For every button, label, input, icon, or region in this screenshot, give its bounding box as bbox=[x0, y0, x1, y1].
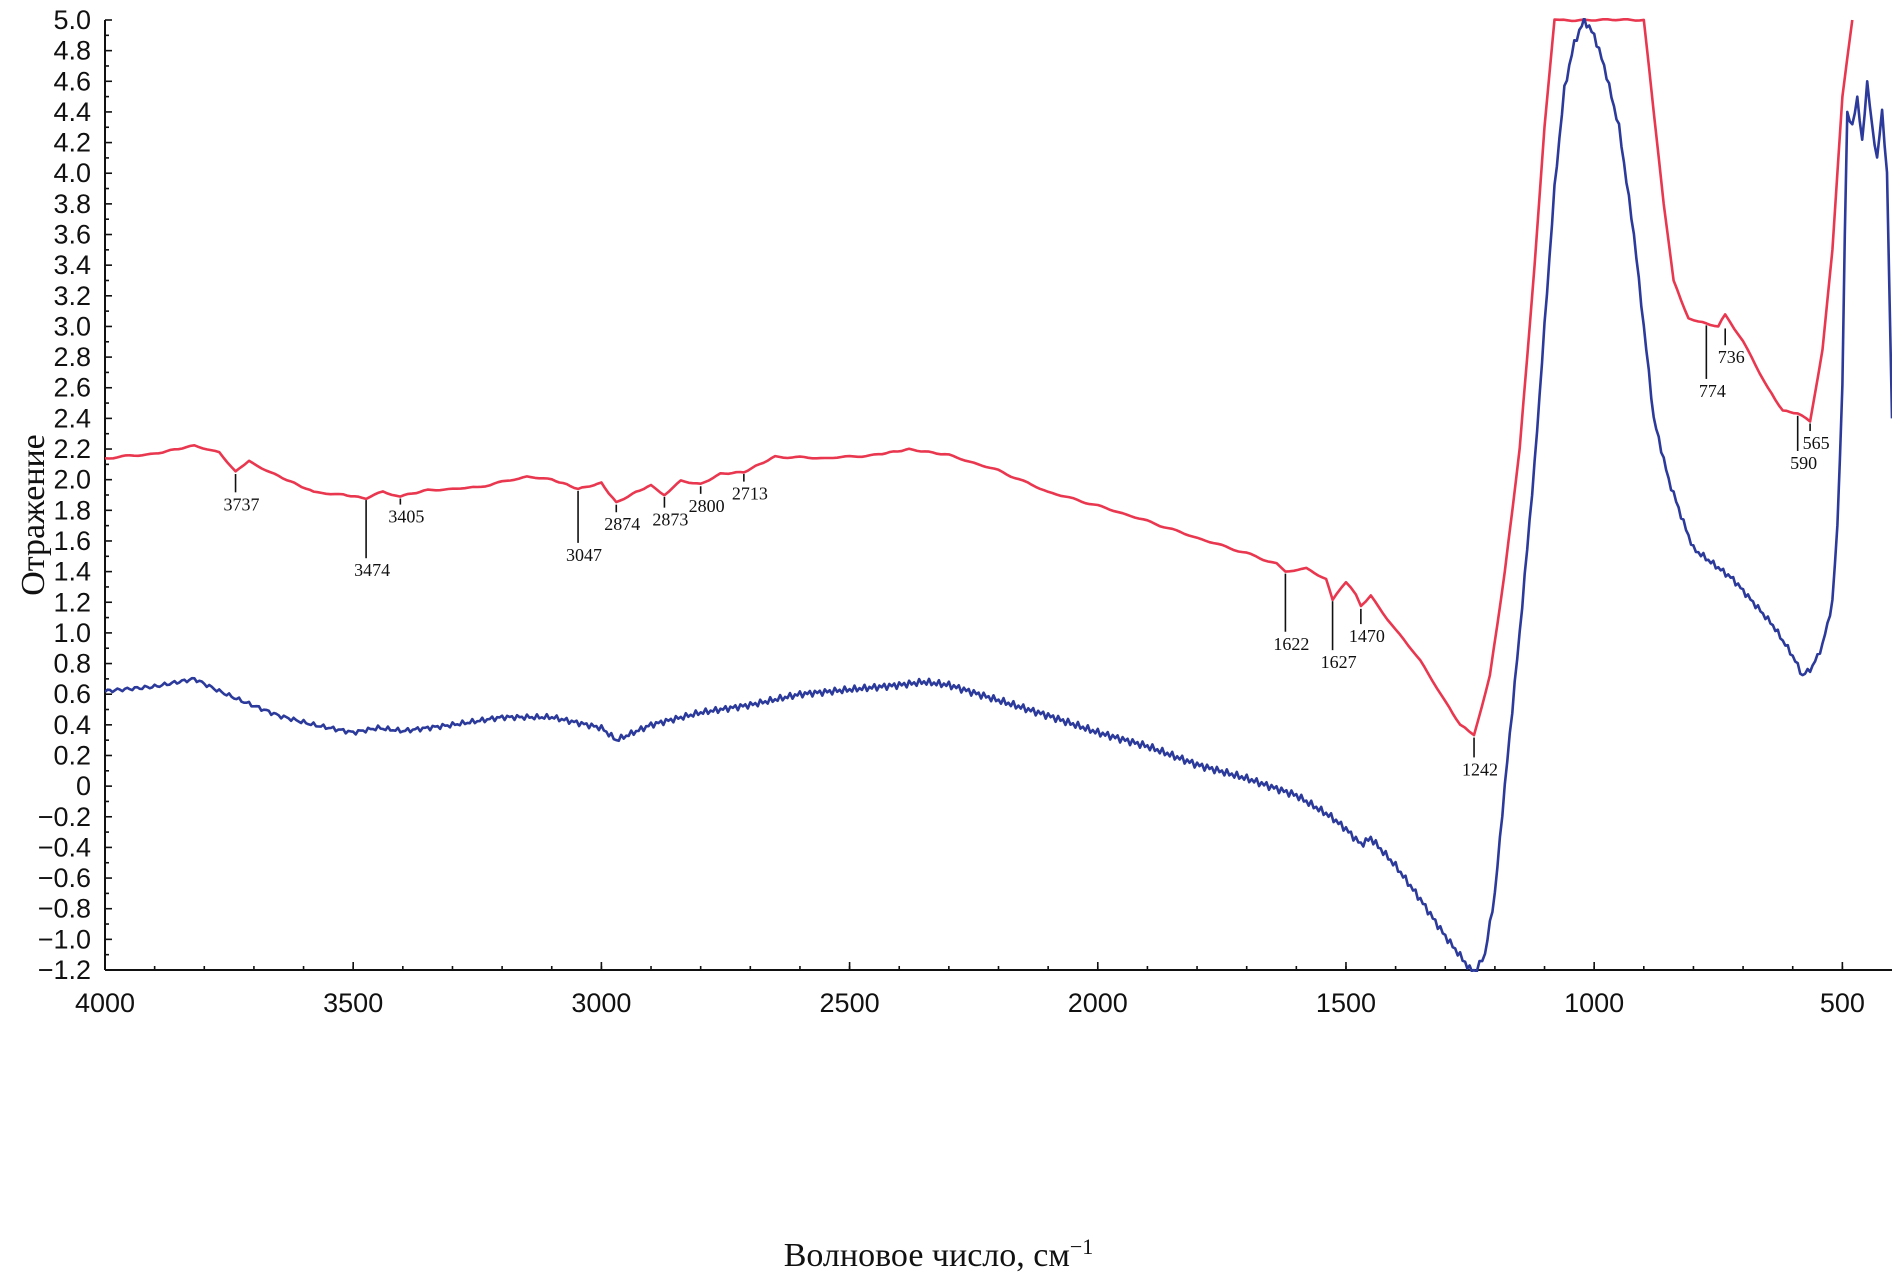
x-tick-label: 1000 bbox=[1564, 988, 1624, 1018]
y-tick-label: 2.4 bbox=[53, 403, 91, 433]
y-tick-label: 0 bbox=[76, 771, 91, 801]
y-tick-label: 5.0 bbox=[53, 5, 91, 35]
y-tick-label: 0.6 bbox=[53, 679, 91, 709]
annotation-label-590: 590 bbox=[1790, 453, 1817, 473]
annotation-label-3405: 3405 bbox=[388, 507, 424, 527]
y-tick-label: −0.2 bbox=[38, 802, 91, 832]
annotation-label-3047: 3047 bbox=[566, 545, 602, 565]
y-tick-label: 2.6 bbox=[53, 373, 91, 403]
y-tick-label: 4.6 bbox=[53, 66, 91, 96]
y-tick-label: 1.4 bbox=[53, 557, 91, 587]
y-tick-label: −0.6 bbox=[38, 863, 91, 893]
x-tick-label: 1500 bbox=[1316, 988, 1376, 1018]
y-tick-label: −1.2 bbox=[38, 955, 91, 985]
y-tick-label: 1.6 bbox=[53, 526, 91, 556]
y-tick-label: 1.8 bbox=[53, 495, 91, 525]
x-axis-title-text: Волновое число, см bbox=[784, 1237, 1070, 1274]
y-tick-label: 3.2 bbox=[53, 281, 91, 311]
x-tick-label: 500 bbox=[1820, 988, 1865, 1018]
y-tick-label: −0.8 bbox=[38, 894, 91, 924]
x-tick-label: 3000 bbox=[571, 988, 631, 1018]
series-line-red bbox=[105, 18, 1854, 737]
y-tick-label: 4.8 bbox=[53, 36, 91, 66]
annotation-label-736: 736 bbox=[1718, 347, 1745, 367]
axes: 5.04.84.64.44.24.03.83.63.43.23.02.82.62… bbox=[38, 5, 1892, 1018]
y-tick-label: −0.4 bbox=[38, 832, 91, 862]
y-axis-title: Отражение bbox=[15, 434, 52, 596]
annotation-label-3737: 3737 bbox=[224, 494, 260, 514]
y-tick-label: −1.0 bbox=[38, 924, 91, 954]
x-tick-label: 4000 bbox=[75, 988, 135, 1018]
annotation-label-774: 774 bbox=[1699, 381, 1726, 401]
y-tick-label: 2.0 bbox=[53, 465, 91, 495]
y-tick-label: 1.2 bbox=[53, 587, 91, 617]
annotation-label-2873: 2873 bbox=[652, 510, 688, 530]
annotation-label-565: 565 bbox=[1803, 433, 1830, 453]
series-layer bbox=[105, 18, 1892, 972]
y-tick-label: 4.4 bbox=[53, 97, 91, 127]
y-tick-label: 4.2 bbox=[53, 128, 91, 158]
x-axis-title: Волновое число, см−1 bbox=[784, 1234, 1094, 1275]
y-tick-label: 3.8 bbox=[53, 189, 91, 219]
annotation-label-1242: 1242 bbox=[1462, 759, 1498, 779]
annotation-label-3474: 3474 bbox=[354, 560, 390, 580]
y-tick-label: 2.2 bbox=[53, 434, 91, 464]
series-line-blue bbox=[105, 18, 1892, 972]
x-tick-label: 2000 bbox=[1068, 988, 1128, 1018]
y-tick-label: 1.0 bbox=[53, 618, 91, 648]
annotation-label-2713: 2713 bbox=[732, 484, 768, 504]
y-tick-label: 4.0 bbox=[53, 158, 91, 188]
y-tick-label: 2.8 bbox=[53, 342, 91, 372]
x-axis-title-superscript: −1 bbox=[1070, 1234, 1093, 1259]
y-tick-label: 0.8 bbox=[53, 649, 91, 679]
y-tick-label: 0.4 bbox=[53, 710, 91, 740]
annotation-label-1622: 1622 bbox=[1273, 634, 1309, 654]
annotation-label-1470: 1470 bbox=[1349, 626, 1385, 646]
y-tick-label: 3.0 bbox=[53, 311, 91, 341]
y-tick-label: 3.6 bbox=[53, 220, 91, 250]
annotation-label-1627: 1627 bbox=[1321, 652, 1357, 672]
x-tick-label: 3500 bbox=[323, 988, 383, 1018]
annotation-label-2800: 2800 bbox=[689, 496, 725, 516]
x-tick-label: 2500 bbox=[820, 988, 880, 1018]
y-tick-label: 0.2 bbox=[53, 740, 91, 770]
y-tick-label: 3.4 bbox=[53, 250, 91, 280]
annotation-label-2874: 2874 bbox=[604, 514, 640, 534]
